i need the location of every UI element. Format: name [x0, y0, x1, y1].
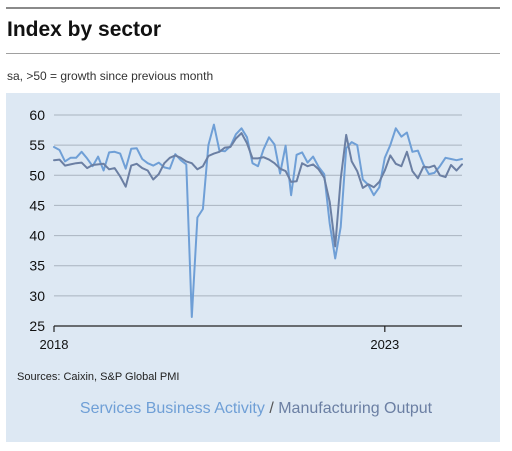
title-divider [6, 53, 500, 54]
gridlines [54, 114, 462, 297]
y-tick-label: 55 [29, 137, 45, 153]
y-tick-label: 60 [29, 107, 45, 123]
series-line-1 [53, 132, 463, 248]
line-chart: 25 30 35 40 45 50 55 60 2018 2023 [29, 107, 463, 352]
series-lines [53, 123, 463, 318]
top-rule [6, 7, 500, 9]
y-tick-label: 35 [29, 258, 45, 274]
y-tick-label: 30 [29, 288, 45, 304]
x-tick-label: 2023 [370, 337, 399, 352]
y-tick-label: 45 [29, 197, 45, 213]
chart-subtitle: sa, >50 = growth since previous month [7, 69, 214, 83]
legend-services: Services Business Activity [79, 400, 265, 417]
y-tick-label: 25 [29, 318, 45, 334]
legend-manufacturing: Manufacturing Output [278, 400, 433, 417]
x-tick-label: 2018 [40, 337, 69, 352]
axes: 25 30 35 40 45 50 55 60 2018 2023 [29, 107, 462, 352]
page-title: Index by sector [7, 18, 162, 41]
y-tick-label: 40 [29, 228, 45, 244]
source-note: Sources: Caixin, S&P Global PMI [17, 371, 180, 383]
series-line-0 [53, 123, 463, 318]
legend: Services Business Activity / Manufacturi… [0, 400, 512, 418]
legend-separator: / [269, 400, 274, 417]
chart-panel: 25 30 35 40 45 50 55 60 2018 2023 [6, 93, 500, 442]
y-tick-label: 50 [29, 167, 45, 183]
